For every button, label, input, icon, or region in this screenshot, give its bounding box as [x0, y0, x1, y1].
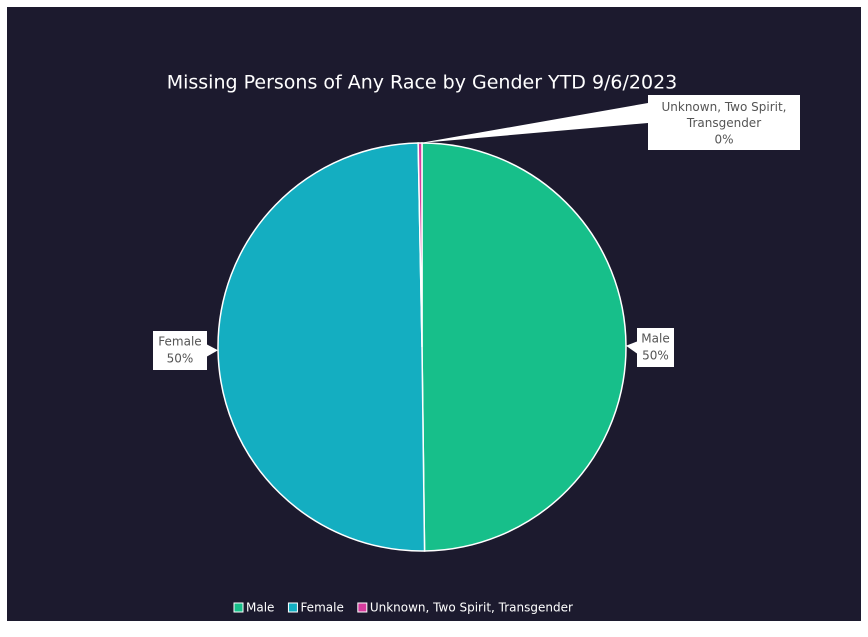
- data-label-box: [637, 328, 674, 367]
- chart-title: Missing Persons of Any Race by Gender YT…: [167, 72, 678, 94]
- legend-label: Female: [300, 601, 343, 615]
- legend-swatch: [233, 602, 244, 613]
- data-label-box: [153, 331, 207, 370]
- leader-line: [207, 344, 219, 357]
- legend-swatch: [287, 602, 298, 613]
- data-label-line: Unknown, Two Spirit,: [661, 100, 786, 114]
- data-label-category: Female: [158, 335, 201, 349]
- leader-line: [625, 341, 637, 354]
- data-label-value: 50%: [642, 349, 669, 363]
- leader-line: [420, 103, 648, 144]
- legend-label: Male: [246, 601, 274, 615]
- legend-label: Unknown, Two Spirit, Transgender: [370, 601, 573, 615]
- legend-swatch: [357, 602, 368, 613]
- data-label-category: Male: [641, 332, 669, 346]
- data-label-value: 50%: [167, 352, 194, 366]
- data-label-value: 0%: [714, 133, 733, 147]
- data-label-box: [648, 95, 800, 150]
- data-label-line: Transgender: [686, 116, 761, 130]
- pie-slice: [417, 142, 423, 348]
- data-label-category: Unknown, Two Spirit, Transgender: [661, 100, 786, 130]
